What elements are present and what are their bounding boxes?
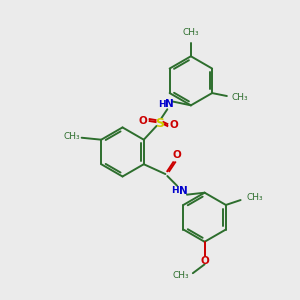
Text: H: H <box>171 186 179 195</box>
Text: H: H <box>159 100 166 109</box>
Text: O: O <box>173 150 182 161</box>
Text: O: O <box>138 116 147 126</box>
Text: N: N <box>179 186 188 196</box>
Text: S: S <box>155 116 164 130</box>
Text: CH₃: CH₃ <box>172 271 189 280</box>
Text: CH₃: CH₃ <box>63 132 80 141</box>
Text: O: O <box>200 256 209 266</box>
Text: N: N <box>165 99 174 110</box>
Text: CH₃: CH₃ <box>183 28 199 37</box>
Text: O: O <box>170 120 178 130</box>
Text: CH₃: CH₃ <box>232 94 248 103</box>
Text: CH₃: CH₃ <box>247 193 263 202</box>
